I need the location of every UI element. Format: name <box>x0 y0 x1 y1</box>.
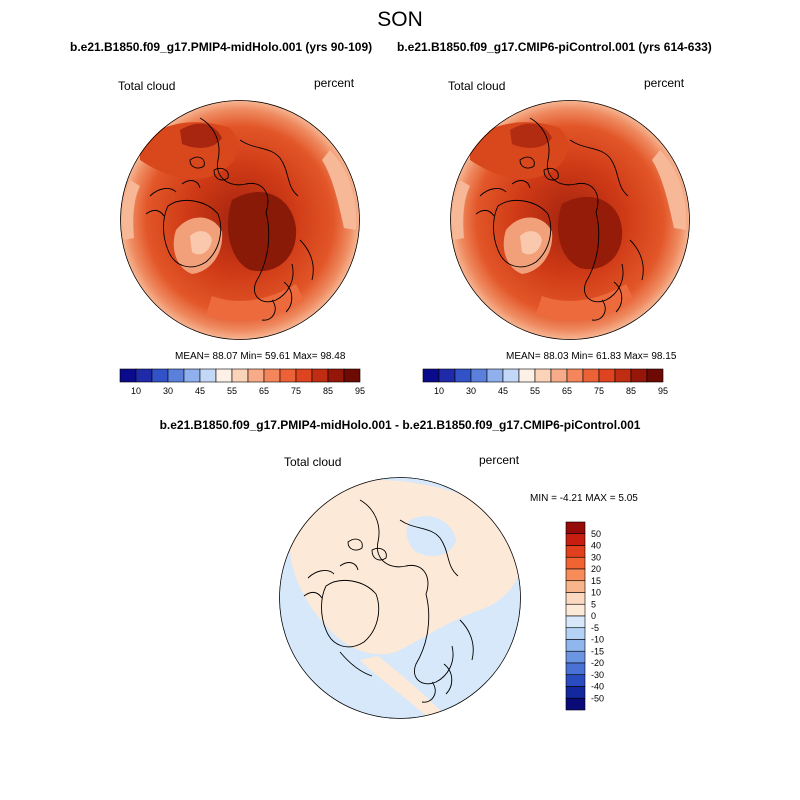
panel-3-colorbar-swatch <box>565 568 586 582</box>
panel-3-colorbar-tick-label: 20 <box>591 564 601 574</box>
panel-1-colorbar-swatch <box>279 368 297 383</box>
panel-2-colorbar-swatch <box>502 368 520 383</box>
panel-1-title: b.e21.B1850.f09_g17.PMIP4-midHolo.001 (y… <box>70 40 373 54</box>
panel-3-colorbar-swatch <box>565 592 586 605</box>
panel-3-colorbar-swatch <box>565 521 586 535</box>
figure-title: SON <box>377 8 423 31</box>
panel-2-colorbar-swatch <box>534 368 552 383</box>
panel-3-colorbar-tick-label: 0 <box>591 611 596 621</box>
panel-3-colorbar-tick-label: 5 <box>591 599 596 609</box>
panel-2-colorbar-swatch <box>438 368 456 383</box>
panel-2-stats: MEAN= 88.03 Min= 61.83 Max= 98.15 <box>506 351 677 362</box>
panel-3-colorbar-tick-label: -50 <box>591 693 604 703</box>
panel-3-colorbar-tick-label: 50 <box>591 529 601 539</box>
panel-1-colorbar-swatch <box>295 368 313 383</box>
panel-3-colorbar-swatch <box>565 545 586 558</box>
panel-2-colorbar-tick-label: 55 <box>530 386 540 396</box>
panel-3-stats: MIN = -4.21 MAX = 5.05 <box>530 493 638 504</box>
panel-2-colorbar-tick-label: 10 <box>434 386 444 396</box>
panel-1-colorbar: 10 30 45 55 65 75 85 95 <box>119 368 365 396</box>
panel-3-colorbar-swatch <box>565 533 586 546</box>
panel-2-units: percent <box>644 76 685 90</box>
panel-3-colorbar-tick-label: 30 <box>591 552 601 562</box>
panel-3-colorbar-tick-label: -40 <box>591 682 604 692</box>
panel-2-colorbar-tick-label: 30 <box>466 386 476 396</box>
panel-3-colorbar-swatch <box>565 580 586 593</box>
panel-3-colorbar-tick-label: -20 <box>591 658 604 668</box>
panel-1-colorbar-swatch <box>247 368 265 383</box>
panel-2-colorbar-swatch <box>598 368 616 383</box>
panel-2-colorbar-tick-label: 95 <box>658 386 668 396</box>
panel-3-colorbar-swatch <box>565 650 586 664</box>
panel-3-colorbar-tick-label: 40 <box>591 541 601 551</box>
panel-3-colorbar-tick-label: -15 <box>591 646 604 656</box>
panel-2-colorbar-swatch <box>422 368 440 383</box>
panel-1-colorbar-swatch <box>151 368 169 383</box>
panel-2-colorbar-swatch <box>582 368 600 383</box>
panel-3-colorbar-tick-label: -30 <box>591 670 604 680</box>
panel-1-colorbar-swatch <box>167 368 185 383</box>
panel-1-colorbar-swatch <box>231 368 249 383</box>
panel-1-colorbar-tick-label: 95 <box>355 386 365 396</box>
panel-2-map <box>450 100 690 340</box>
panel-2-colorbar-swatch <box>486 368 504 383</box>
panel-2-colorbar-swatch <box>518 368 536 383</box>
panel-2-colorbar-swatch <box>454 368 472 383</box>
panel-2-variable: Total cloud <box>448 79 506 93</box>
panel-3-map <box>279 477 521 719</box>
panel-2-colorbar-swatch <box>550 368 568 383</box>
panel-3-colorbar-tick-label: -10 <box>591 635 604 645</box>
panel-3-colorbar-swatch <box>565 686 586 699</box>
panel-2-title: b.e21.B1850.f09_g17.CMIP6-piControl.001 … <box>397 40 712 54</box>
panel-1-colorbar-swatch <box>183 368 201 383</box>
panel-1-variable: Total cloud <box>118 79 176 93</box>
panel-1-colorbar-swatch <box>119 368 137 383</box>
panel-2-colorbar-swatch <box>470 368 488 383</box>
panel-1-colorbar-tick-label: 45 <box>195 386 205 396</box>
panel-3-units: percent <box>479 453 520 467</box>
panel-1-colorbar-swatch <box>215 368 233 383</box>
panel-2-colorbar-swatch <box>646 368 664 383</box>
panel-1-units: percent <box>314 76 355 90</box>
panel-3-colorbar-swatch <box>565 627 586 640</box>
panel-2-colorbar-tick-label: 45 <box>498 386 508 396</box>
panel-3-colorbar-swatch <box>565 674 586 687</box>
panel-3-colorbar-swatch <box>565 639 586 652</box>
panel-3-colorbar-tick-label: 15 <box>591 576 601 586</box>
panel-1-colorbar-swatch <box>199 368 217 383</box>
panel-1-colorbar-tick-label: 30 <box>163 386 173 396</box>
panel-1-stats: MEAN= 88.07 Min= 59.61 Max= 98.48 <box>175 351 346 362</box>
panel-2-colorbar-tick-label: 75 <box>594 386 604 396</box>
panel-2-colorbar-tick-label: 65 <box>562 386 572 396</box>
panel-3-colorbar-tick-label: 10 <box>591 588 601 598</box>
panel-1-colorbar-swatch <box>343 368 361 383</box>
panel-1-map <box>120 100 360 340</box>
panel-1-colorbar-tick-label: 75 <box>291 386 301 396</box>
panel-1-colorbar-tick-label: 65 <box>259 386 269 396</box>
panel-1-colorbar-swatch <box>135 368 153 383</box>
panel-2-colorbar-swatch <box>566 368 584 383</box>
panel-1-colorbar-swatch <box>311 368 329 383</box>
panel-1-colorbar-tick-label: 85 <box>323 386 333 396</box>
panel-1-colorbar-swatch <box>327 368 345 383</box>
panel-2-colorbar-swatch <box>630 368 648 383</box>
panel-2-colorbar-tick-label: 85 <box>626 386 636 396</box>
panel-3-colorbar-tick-label: -5 <box>591 623 599 633</box>
diff-title: b.e21.B1850.f09_g17.PMIP4-midHolo.001 - … <box>159 418 641 432</box>
panel-1-colorbar-swatch <box>263 368 281 383</box>
panel-3-colorbar-swatch <box>565 603 586 617</box>
panel-2-colorbar: 10 30 45 55 65 75 85 95 <box>422 368 668 396</box>
panel-3-colorbar-swatch <box>565 615 586 629</box>
panel-3-colorbar-swatch <box>565 662 586 676</box>
panel-1-colorbar-tick-label: 55 <box>227 386 237 396</box>
panel-3-colorbar-swatch <box>565 697 586 711</box>
panel-2-colorbar-swatch <box>614 368 632 383</box>
panel-3-colorbar-swatch <box>565 556 586 570</box>
panel-1-colorbar-tick-label: 10 <box>131 386 141 396</box>
panel-3-variable: Total cloud <box>284 455 342 469</box>
